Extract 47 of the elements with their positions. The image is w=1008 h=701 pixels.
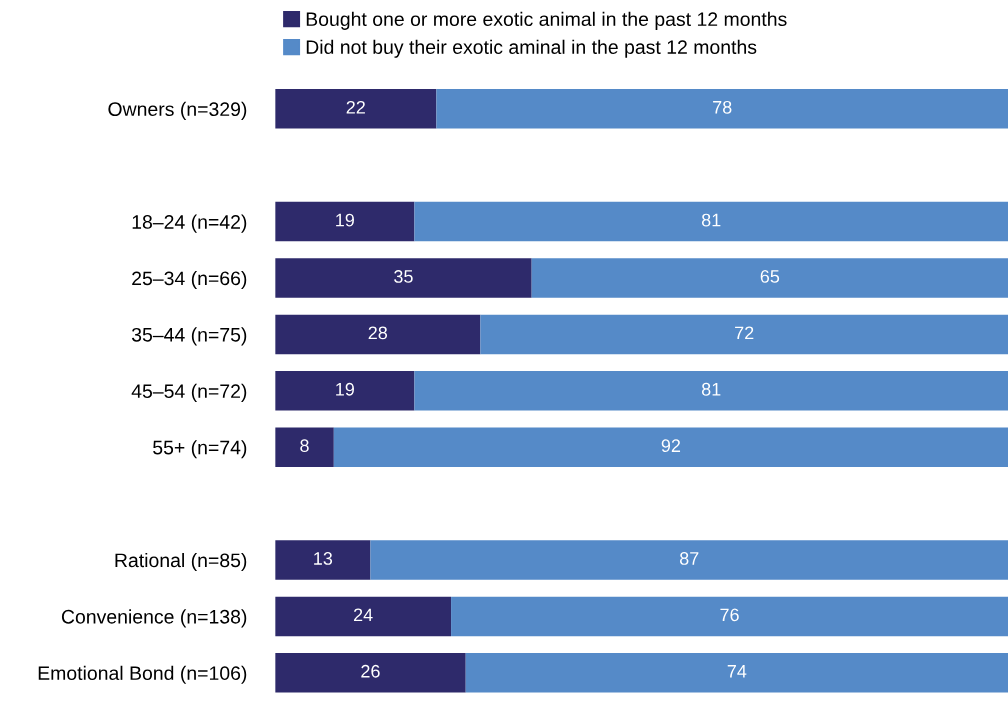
y-tick-label: 25–34 (n=66) — [132, 270, 247, 290]
data-label: 87 — [679, 552, 699, 565]
bar — [333, 427, 1008, 467]
data-label: 28 — [368, 326, 388, 340]
data-label: 26 — [361, 664, 380, 678]
data-label: 19 — [336, 213, 354, 227]
data-label: 74 — [727, 665, 747, 678]
bar — [275, 596, 452, 637]
data-label: 8 — [300, 439, 309, 453]
y-tick-label: 45–54 (n=72) — [131, 383, 247, 402]
bar — [414, 201, 1008, 242]
bar — [275, 258, 532, 298]
data-label: 92 — [661, 439, 681, 453]
data-label: 81 — [701, 382, 721, 396]
data-label: 13 — [314, 552, 333, 565]
y-tick-label: 55+ (n=74) — [153, 440, 247, 459]
data-label: 24 — [353, 608, 373, 622]
bar — [465, 653, 1008, 693]
bar — [275, 89, 437, 129]
legend-label: Bought one or more exotic animal in the past 12 months — [306, 11, 787, 30]
bar — [275, 201, 415, 242]
data-label: 76 — [720, 608, 739, 622]
data-label: 78 — [713, 100, 732, 114]
bar — [531, 258, 1008, 298]
data-label: 35 — [394, 270, 413, 283]
data-label: 72 — [735, 326, 754, 340]
bar — [275, 371, 415, 411]
bar — [275, 427, 334, 467]
bar — [370, 540, 1008, 580]
y-tick-label: Owners (n=329) — [108, 101, 247, 120]
data-label: 65 — [760, 270, 780, 283]
bar — [451, 596, 1008, 637]
y-tick-label: Emotional Bond (n=106) — [38, 665, 247, 684]
data-label: 81 — [701, 213, 721, 227]
bar — [275, 314, 481, 355]
y-tick-label: 35–44 (n=75) — [131, 327, 247, 346]
legend-label: Did not buy their exotic aminal in the past 12 months — [306, 39, 757, 58]
y-tick-label: Rational (n=85) — [115, 552, 247, 572]
data-label: 19 — [336, 382, 354, 396]
bar — [480, 314, 1008, 355]
bar — [414, 371, 1008, 411]
bar — [436, 89, 1008, 129]
data-label: 22 — [346, 100, 365, 114]
y-tick-label: 18–24 (n=42) — [132, 214, 247, 233]
bar — [275, 653, 466, 693]
bar — [275, 540, 371, 580]
y-tick-label: Convenience (n=138) — [61, 609, 247, 628]
